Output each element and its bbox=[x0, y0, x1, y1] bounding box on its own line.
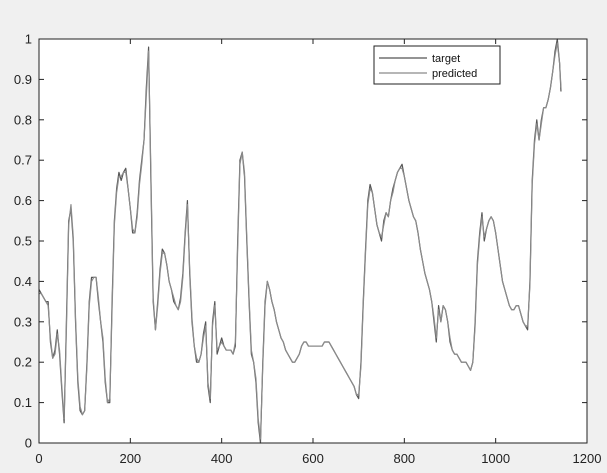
y-tick-label: 0.9 bbox=[14, 72, 32, 87]
legend: target predicted bbox=[373, 45, 501, 85]
y-tick-label: 0.5 bbox=[14, 234, 32, 249]
x-tick-label: 600 bbox=[302, 451, 324, 466]
x-tick-label: 200 bbox=[119, 451, 141, 466]
y-tick-label: 0.2 bbox=[14, 355, 32, 370]
y-tick-label: 1 bbox=[25, 32, 32, 47]
series-layer bbox=[38, 38, 562, 444]
x-tick-label: 1200 bbox=[573, 451, 602, 466]
plot-area bbox=[39, 39, 587, 443]
series-line-predicted bbox=[39, 42, 562, 440]
y-tick-label: 0.1 bbox=[14, 395, 32, 410]
x-tick-label: 800 bbox=[393, 451, 415, 466]
x-tick-label: 0 bbox=[35, 451, 42, 466]
y-tick-label: 0.7 bbox=[14, 153, 32, 168]
legend-label-predicted: predicted bbox=[432, 68, 477, 80]
y-tick-label: 0 bbox=[25, 436, 32, 451]
x-tick-label: 1000 bbox=[481, 451, 510, 466]
y-tick-label: 0.4 bbox=[14, 274, 32, 289]
y-tick-label: 0.6 bbox=[14, 193, 32, 208]
y-tick-label: 0.3 bbox=[14, 314, 32, 329]
legend-label-target: target bbox=[432, 53, 460, 65]
x-tick-label: 400 bbox=[211, 451, 233, 466]
y-tick-label: 0.8 bbox=[14, 112, 32, 127]
legend-box bbox=[373, 45, 501, 85]
ticks-layer: 0 200 400 600 800 1000 1200 0 0.1 0.2 0.3 0.4 0.5 0.6… bbox=[14, 32, 602, 467]
